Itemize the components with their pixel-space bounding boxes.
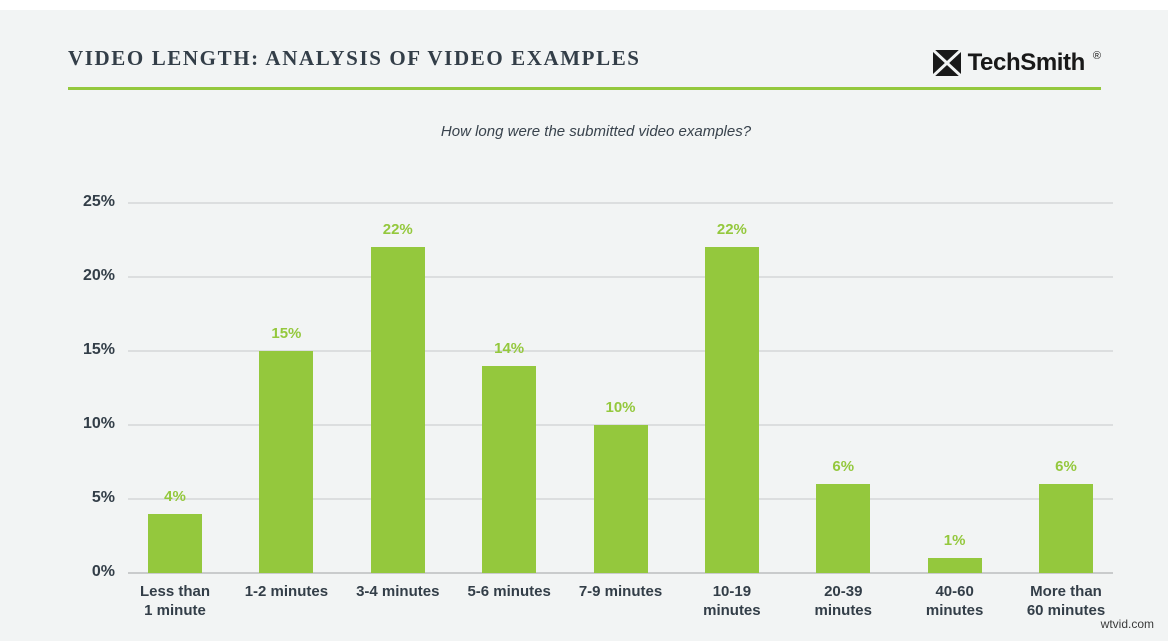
top-strip — [0, 0, 1168, 10]
bar — [482, 365, 537, 573]
bar — [259, 351, 314, 573]
bar — [1039, 484, 1093, 573]
bar-value-label: 1% — [943, 532, 966, 550]
watermark: wtvid.com — [1100, 617, 1154, 631]
plot-area: 0% 5% 10% 15% 20% 25% 4% Less than 1 minute 15% 1… — [83, 194, 1113, 619]
bar — [704, 247, 759, 573]
techsmith-logo-icon — [932, 50, 961, 76]
x-axis-category-label: 20-39 minutes — [814, 583, 872, 619]
x-axis-category-label: 40-60 minutes — [925, 583, 984, 619]
bar-value-label: 15% — [271, 325, 302, 342]
x-axis-category-label: 5-6 minutes — [467, 583, 551, 600]
page-title: VIDEO LENGTH: ANALYSIS OF VIDEO EXAMPLES — [68, 46, 641, 70]
x-axis-category-label: More than 60 minutes — [1026, 583, 1106, 619]
bar-value-label: 6% — [1055, 458, 1077, 476]
y-axis-tick-label: 10% — [82, 415, 115, 432]
x-axis-category-label: 10-19 minutes — [703, 583, 761, 619]
title-underline-rule — [68, 87, 1101, 90]
bar — [816, 484, 871, 573]
bar — [148, 513, 202, 573]
registered-trademark-symbol: ® — [1092, 50, 1101, 62]
bar-value-label: 10% — [605, 399, 636, 416]
bar-value-label: 22% — [716, 221, 747, 239]
gridline — [128, 276, 1113, 278]
x-axis-category-label: 7-9 minutes — [578, 583, 663, 600]
y-axis-tick-label: 5% — [91, 489, 115, 506]
gridline — [128, 202, 1113, 204]
x-axis-category-label: 1-2 minutes — [244, 583, 329, 600]
bar — [370, 247, 425, 573]
x-axis-category-label: Less than 1 minute — [139, 583, 211, 619]
brand-name: TechSmith — [967, 49, 1086, 76]
bar — [927, 558, 982, 573]
bar-value-label: 14% — [494, 339, 525, 357]
y-axis-tick-label: 20% — [82, 267, 115, 284]
x-axis-baseline — [128, 572, 1113, 574]
x-axis-category-label: 3-4 minutes — [356, 583, 440, 600]
bar-value-label: 22% — [382, 221, 413, 239]
bar-value-label: 6% — [832, 458, 855, 476]
gridline — [128, 350, 1113, 352]
y-axis-tick-label: 15% — [82, 341, 115, 358]
y-axis-tick-label: 0% — [91, 563, 115, 580]
techsmith-logo: TechSmith ® — [932, 49, 1101, 76]
bar-value-label: 4% — [164, 487, 186, 505]
bar — [593, 425, 648, 573]
y-axis-tick-label: 25% — [82, 193, 115, 210]
chart-title: How long were the submitted video exampl… — [440, 123, 752, 140]
